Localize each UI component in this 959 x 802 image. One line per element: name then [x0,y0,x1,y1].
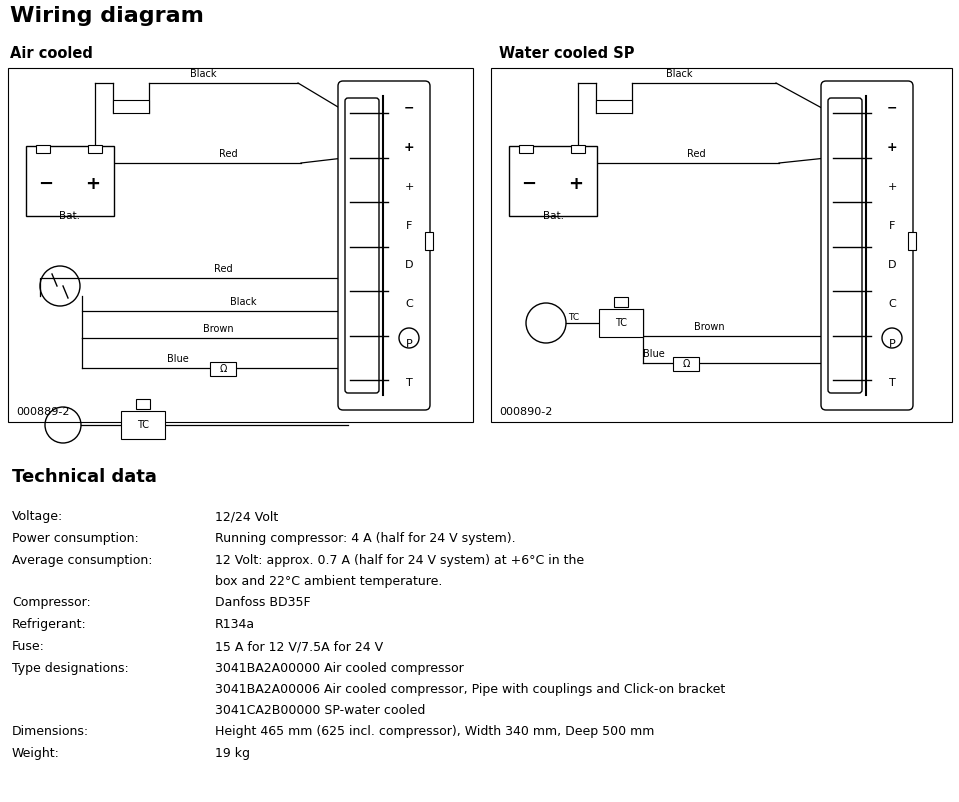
Text: Fuse:: Fuse: [12,640,45,653]
Text: Voltage:: Voltage: [12,510,63,523]
Text: −: − [404,102,414,115]
Text: 3041BA2A00000 Air cooled compressor: 3041BA2A00000 Air cooled compressor [215,662,464,675]
Text: −: − [522,175,537,193]
Text: Bat.: Bat. [543,211,564,221]
FancyBboxPatch shape [345,98,379,393]
Text: 12 Volt: approx. 0.7 A (half for 24 V system) at +6°C in the: 12 Volt: approx. 0.7 A (half for 24 V sy… [215,554,584,567]
Text: 12/24 Volt: 12/24 Volt [215,510,278,523]
Text: Red: Red [214,264,232,274]
Bar [509,146,597,216]
Text: +: + [405,181,413,192]
Text: 3041CA2B00000 SP-water cooled: 3041CA2B00000 SP-water cooled [215,704,426,717]
Text: 000889-2: 000889-2 [16,407,69,417]
Text: +: + [887,181,897,192]
Text: +: + [404,141,414,154]
Text: Danfoss BD35F: Danfoss BD35F [215,596,311,609]
Text: Wiring diagram: Wiring diagram [10,6,204,26]
Text: +: + [887,141,898,154]
Text: +: + [569,175,583,193]
Text: box and 22°C ambient temperature.: box and 22°C ambient temperature. [215,575,442,588]
Text: Technical data: Technical data [12,468,157,486]
Text: D: D [888,260,897,270]
Text: Weight:: Weight: [12,747,59,760]
Text: TC: TC [615,318,627,328]
Bar [210,362,236,376]
Text: 3041BA2A00006 Air cooled compressor, Pipe with couplings and Click-on bracket: 3041BA2A00006 Air cooled compressor, Pip… [215,683,725,696]
Text: Water cooled SP: Water cooled SP [499,46,635,61]
Bar [8,68,473,422]
Text: F: F [406,221,412,231]
Text: Height 465 mm (625 incl. compressor), Width 340 mm, Deep 500 mm: Height 465 mm (625 incl. compressor), Wi… [215,725,654,738]
Text: P: P [889,338,896,349]
Bar [113,100,149,113]
Text: Dimensions:: Dimensions: [12,725,89,738]
Text: Bat.: Bat. [59,211,81,221]
Bar [425,232,433,250]
Text: 19 kg: 19 kg [215,747,250,760]
Bar [519,145,533,153]
Bar [491,68,952,422]
Text: P: P [406,338,412,349]
Text: Type designations:: Type designations: [12,662,129,675]
Text: T: T [889,378,896,388]
Text: Black: Black [190,69,216,79]
Text: C: C [888,299,896,310]
Text: Power consumption:: Power consumption: [12,532,139,545]
Text: Blue: Blue [643,349,665,359]
FancyBboxPatch shape [821,81,913,410]
Text: Air cooled: Air cooled [10,46,93,61]
Text: Average consumption:: Average consumption: [12,554,152,567]
Text: Compressor:: Compressor: [12,596,91,609]
Text: Running compressor: 4 A (half for 24 V system).: Running compressor: 4 A (half for 24 V s… [215,532,516,545]
FancyBboxPatch shape [828,98,862,393]
Text: TC: TC [568,314,579,322]
Bar [673,357,699,371]
Text: −: − [887,102,898,115]
Text: T: T [406,378,412,388]
Bar [26,146,114,216]
Text: Red: Red [687,149,705,159]
Text: Ω: Ω [220,364,226,374]
Text: Red: Red [219,149,237,159]
Text: C: C [405,299,413,310]
Bar [571,145,585,153]
Bar [36,145,50,153]
Text: Ω: Ω [682,359,690,369]
Text: Refrigerant:: Refrigerant: [12,618,86,631]
Bar [596,100,632,113]
Text: D: D [405,260,413,270]
Text: 15 A for 12 V/7.5A for 24 V: 15 A for 12 V/7.5A for 24 V [215,640,384,653]
Text: Black: Black [230,297,256,307]
Bar [88,145,102,153]
Text: TC: TC [137,420,149,430]
FancyBboxPatch shape [338,81,430,410]
Text: Brown: Brown [202,324,233,334]
Text: F: F [889,221,895,231]
Text: R134a: R134a [215,618,255,631]
Bar [614,297,628,307]
Text: 000890-2: 000890-2 [499,407,552,417]
Text: Brown: Brown [693,322,724,332]
Text: Black: Black [666,69,692,79]
Bar [908,232,916,250]
Bar [599,309,643,337]
Text: Blue: Blue [167,354,189,364]
Text: +: + [85,175,101,193]
Text: −: − [38,175,54,193]
Bar [136,399,150,409]
Bar [121,411,165,439]
